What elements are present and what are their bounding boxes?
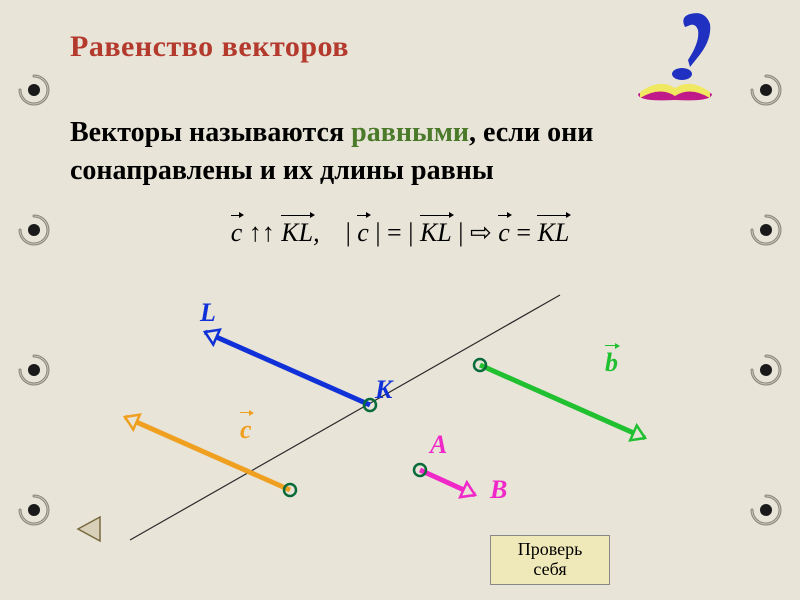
spiral-ring	[746, 492, 786, 528]
label-B: B	[490, 475, 507, 505]
eq-2: =	[516, 218, 531, 247]
definition-keyword: равными	[351, 117, 469, 148]
vec-c-2: c	[357, 218, 369, 248]
spiral-ring	[14, 352, 54, 388]
nav-back-icon	[74, 513, 106, 545]
implies-symbol: ⇨	[470, 218, 492, 247]
vec-kl-2: KL	[420, 218, 452, 248]
check-yourself-button[interactable]: Проверь себя	[490, 535, 610, 585]
vec-c-1: c	[231, 218, 243, 248]
bar-4: |	[458, 218, 463, 247]
diagram-svg	[70, 290, 730, 590]
spiral-ring	[746, 72, 786, 108]
spiral-ring	[14, 492, 54, 528]
sep-comma: ,	[313, 218, 320, 247]
vec-c-3: c	[498, 218, 510, 248]
label-K: K	[375, 375, 392, 405]
label-vector-c-text: c	[240, 415, 252, 445]
vec-kl-1: KL	[281, 218, 313, 248]
check-button-line2: себя	[501, 560, 599, 580]
slide-title: Равенство векторов	[70, 30, 730, 64]
definition-text: Векторы называются равными, если они сон…	[70, 114, 730, 190]
spiral-ring	[746, 212, 786, 248]
vec-kl-3: KL	[537, 218, 569, 248]
vector-diagram: L K A B c b Проверь себя	[70, 290, 730, 590]
label-vector-b: b	[605, 348, 618, 378]
spiral-binding-right	[746, 0, 786, 600]
slide-content: Равенство векторов Векторы называются ра…	[70, 30, 730, 580]
nav-back-button[interactable]	[74, 513, 106, 550]
spiral-binding-left	[14, 0, 54, 600]
bar-3: |	[408, 218, 413, 247]
spiral-ring	[14, 72, 54, 108]
definition-prefix: Векторы называются	[70, 117, 351, 148]
codirectional-symbol: ↑↑	[249, 218, 275, 247]
spiral-ring	[746, 352, 786, 388]
spiral-ring	[14, 212, 54, 248]
label-L: L	[200, 298, 216, 328]
check-button-line1: Проверь	[501, 540, 599, 560]
bar-1: |	[346, 218, 351, 247]
bar-2: |	[375, 218, 380, 247]
label-vector-c: c	[240, 415, 252, 445]
formula-line: c ↑↑ KL, | c | = | KL | ⇨ c = KL	[70, 218, 730, 248]
label-vector-b-text: b	[605, 348, 618, 378]
eq-1: =	[387, 218, 402, 247]
label-A: A	[430, 430, 447, 460]
